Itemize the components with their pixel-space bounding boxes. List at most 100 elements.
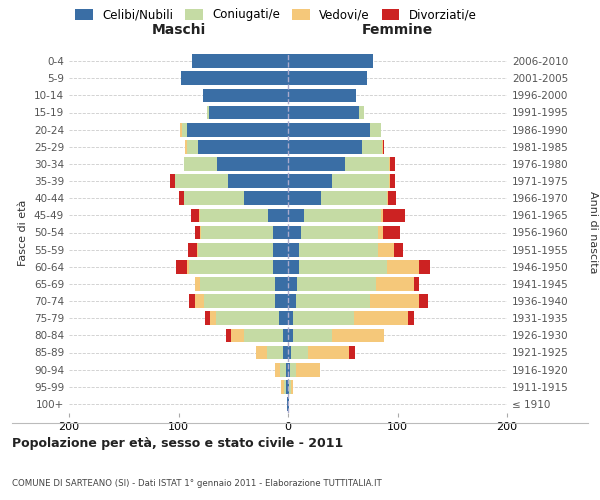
Bar — [287, 397, 288, 411]
Bar — [190, 294, 195, 308]
Bar — [419, 294, 428, 308]
Bar — [383, 208, 405, 222]
Bar — [205, 312, 210, 325]
Bar — [288, 380, 289, 394]
Bar — [370, 294, 419, 308]
Bar — [256, 346, 267, 360]
Bar — [267, 346, 283, 360]
Bar — [390, 174, 395, 188]
Bar — [181, 72, 288, 85]
Bar — [231, 328, 244, 342]
Bar — [203, 294, 275, 308]
Bar — [390, 157, 395, 171]
Bar — [199, 208, 200, 222]
Bar — [376, 277, 414, 291]
Bar — [182, 123, 187, 136]
Bar — [321, 192, 386, 205]
Bar — [209, 106, 288, 120]
Bar — [288, 140, 362, 153]
Bar — [291, 346, 308, 360]
Bar — [179, 192, 184, 205]
Bar — [275, 277, 288, 291]
Bar — [200, 277, 275, 291]
Bar — [283, 346, 288, 360]
Bar — [191, 54, 288, 68]
Bar — [291, 380, 293, 394]
Bar — [414, 277, 419, 291]
Bar — [288, 123, 370, 136]
Bar — [386, 192, 388, 205]
Bar — [288, 260, 299, 274]
Bar — [190, 260, 272, 274]
Bar — [288, 328, 293, 342]
Bar — [290, 363, 296, 376]
Bar — [288, 294, 296, 308]
Bar — [288, 174, 332, 188]
Bar — [299, 260, 386, 274]
Bar — [296, 294, 370, 308]
Y-axis label: Fasce di età: Fasce di età — [19, 200, 28, 266]
Text: Femmine: Femmine — [362, 24, 433, 38]
Bar — [170, 174, 175, 188]
Bar — [191, 208, 199, 222]
Bar — [362, 140, 382, 153]
Bar — [187, 123, 288, 136]
Bar — [288, 397, 289, 411]
Bar — [296, 363, 320, 376]
Bar — [419, 260, 430, 274]
Bar — [289, 380, 291, 394]
Bar — [268, 208, 288, 222]
Bar — [332, 174, 389, 188]
Bar — [381, 208, 383, 222]
Bar — [394, 243, 403, 256]
Bar — [184, 157, 217, 171]
Bar — [195, 277, 200, 291]
Bar — [288, 208, 304, 222]
Bar — [272, 226, 288, 239]
Bar — [288, 226, 301, 239]
Bar — [354, 312, 409, 325]
Bar — [275, 363, 280, 376]
Bar — [288, 88, 356, 102]
Y-axis label: Anni di nascita: Anni di nascita — [588, 191, 598, 274]
Bar — [200, 208, 268, 222]
Bar — [359, 106, 364, 120]
Bar — [226, 328, 231, 342]
Bar — [272, 260, 288, 274]
Bar — [200, 226, 202, 239]
Bar — [288, 72, 367, 85]
Bar — [175, 174, 228, 188]
Bar — [301, 226, 378, 239]
Bar — [228, 174, 288, 188]
Bar — [187, 260, 190, 274]
Bar — [388, 192, 397, 205]
Bar — [288, 363, 290, 376]
Bar — [283, 328, 288, 342]
Bar — [281, 380, 284, 394]
Bar — [382, 140, 383, 153]
Bar — [198, 243, 272, 256]
Bar — [179, 123, 182, 136]
Bar — [378, 243, 394, 256]
Bar — [279, 312, 288, 325]
Bar — [304, 208, 381, 222]
Bar — [288, 106, 359, 120]
Bar — [275, 294, 288, 308]
Bar — [210, 312, 216, 325]
Bar — [288, 346, 291, 360]
Text: COMUNE DI SARTEANO (SI) - Dati ISTAT 1° gennaio 2011 - Elaborazione TUTTITALIA.I: COMUNE DI SARTEANO (SI) - Dati ISTAT 1° … — [12, 478, 382, 488]
Bar — [288, 54, 373, 68]
Bar — [195, 226, 200, 239]
Text: Maschi: Maschi — [151, 24, 206, 38]
Bar — [284, 380, 286, 394]
Bar — [286, 363, 288, 376]
Bar — [187, 140, 198, 153]
Bar — [378, 226, 383, 239]
Bar — [370, 123, 381, 136]
Bar — [389, 174, 390, 188]
Bar — [389, 157, 390, 171]
Bar — [383, 226, 400, 239]
Text: Popolazione per età, sesso e stato civile - 2011: Popolazione per età, sesso e stato civil… — [12, 437, 343, 450]
Bar — [345, 157, 389, 171]
Bar — [293, 312, 354, 325]
